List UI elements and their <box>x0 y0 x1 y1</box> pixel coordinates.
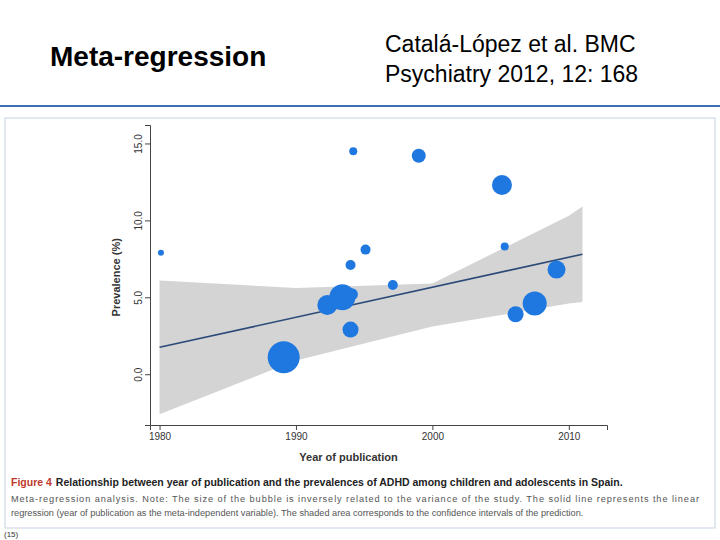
x-tick: 2000 <box>422 425 445 442</box>
bubble <box>501 243 509 251</box>
x-tick: 1980 <box>149 425 172 442</box>
y-tick-label: 5.0 <box>133 290 144 304</box>
bubble <box>388 280 398 290</box>
x-tick-mark <box>569 425 570 430</box>
x-tick-label: 1990 <box>285 431 308 442</box>
regression-line <box>160 254 583 347</box>
bubble <box>346 260 356 270</box>
caption-label: Figure 4 <box>11 476 52 488</box>
bubble <box>268 341 300 373</box>
y-axis-title: Prevalence (%) <box>110 238 122 317</box>
y-tick-mark <box>145 220 150 221</box>
x-axis-title: Year of publication <box>299 451 398 463</box>
x-tick-mark <box>296 425 297 430</box>
caption-text: Relationship between year of publication… <box>56 476 623 488</box>
slide: Meta-regression Catalá-López et al. BMC Ps… <box>0 0 720 540</box>
bubble <box>158 250 164 256</box>
citation: Psychiatry 2012, 12: 168 <box>385 61 638 87</box>
y-tick-mark <box>145 374 150 375</box>
x-tick-mark <box>432 425 433 430</box>
y-axis-line <box>145 126 151 426</box>
x-axis-line <box>151 426 608 431</box>
x-axis: 1980 1990 2000 2010 <box>149 425 608 442</box>
x-tick-mark <box>160 425 161 430</box>
x-tick: 1990 <box>285 425 308 442</box>
x-tick-label: 2000 <box>422 431 445 442</box>
bubble <box>548 261 566 279</box>
header-rule <box>0 105 720 107</box>
citation: Catalá-López et al. BMC <box>385 31 636 57</box>
caption: Figure 4 Relationship between year of pub… <box>11 476 623 488</box>
bubble <box>361 245 371 255</box>
bubble <box>349 147 357 155</box>
y-tick: 15.0 <box>133 134 150 154</box>
y-tick: 10.0 <box>133 211 150 231</box>
y-tick-label: 15.0 <box>133 134 144 154</box>
y-tick-mark <box>145 297 150 298</box>
caption-note: Meta-regression analysis. Note: The size… <box>11 494 699 504</box>
x-tick: 2010 <box>558 425 581 442</box>
y-tick-label: 10.0 <box>133 211 144 231</box>
y-tick-mark <box>145 143 150 144</box>
bubble <box>492 175 512 195</box>
slide-number: (15) <box>4 530 19 539</box>
slide-title: Meta-regression <box>50 41 266 72</box>
figure-frame <box>5 118 715 528</box>
caption-note: regression (year of publication as the m… <box>11 508 583 518</box>
confidence-band <box>160 207 583 415</box>
y-tick: 0.0 <box>133 367 150 381</box>
x-tick-label: 2010 <box>558 431 581 442</box>
bubble <box>412 149 426 163</box>
bubble <box>343 322 359 338</box>
y-axis: 0.0 5.0 10.0 15.0 <box>133 126 151 426</box>
y-tick-label: 0.0 <box>133 367 144 381</box>
plot-area <box>158 147 583 414</box>
x-tick-label: 1980 <box>149 431 172 442</box>
bubble <box>346 288 358 300</box>
bubble <box>508 306 524 322</box>
bubble <box>523 291 547 315</box>
y-tick: 5.0 <box>133 290 150 304</box>
